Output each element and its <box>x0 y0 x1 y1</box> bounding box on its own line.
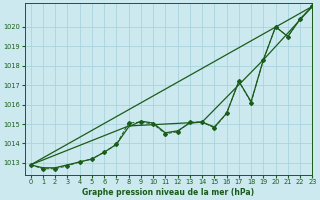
X-axis label: Graphe pression niveau de la mer (hPa): Graphe pression niveau de la mer (hPa) <box>82 188 254 197</box>
